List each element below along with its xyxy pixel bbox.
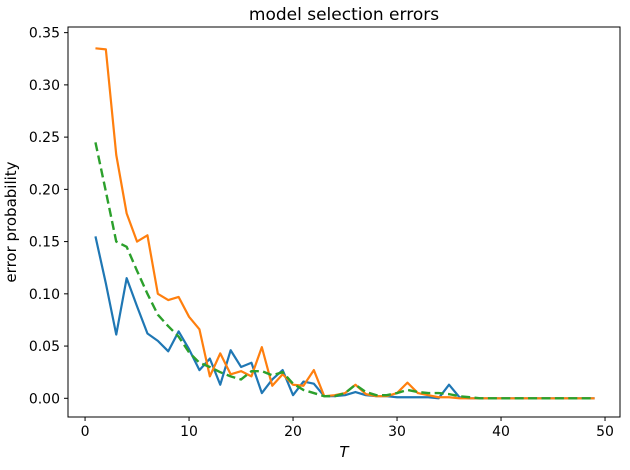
series-1-blue bbox=[94, 236, 595, 400]
x-axis-label: T bbox=[339, 443, 350, 461]
y-tick-label: 0.00 bbox=[29, 391, 60, 407]
y-tick-label: 0.05 bbox=[29, 339, 60, 355]
plot-dynamic-layer: 0 10 20 30 40 50 0.00 0.05 0.10 0.15 0.20 0.25 0.30 0… bbox=[29, 26, 614, 440]
x-tick-label: 10 bbox=[180, 424, 198, 440]
y-tick-label: 0.10 bbox=[29, 287, 60, 303]
x-tick-label: 20 bbox=[284, 424, 302, 440]
y-tick-label: 0.35 bbox=[29, 26, 60, 42]
x-tick-label: 30 bbox=[388, 424, 406, 440]
y-tick-label: 0.25 bbox=[29, 130, 60, 146]
y-tick-label: 0.20 bbox=[29, 182, 60, 198]
chart-title: model selection errors bbox=[249, 5, 439, 25]
y-tick-label: 0.15 bbox=[29, 235, 60, 251]
y-tick-label: 0.30 bbox=[29, 78, 60, 94]
x-tick-label: 0 bbox=[81, 424, 90, 440]
axes-spines bbox=[67, 26, 621, 418]
series-2-orange bbox=[95, 47, 595, 400]
series-3-green-dashed bbox=[94, 142, 595, 400]
x-tick-label: 40 bbox=[492, 424, 510, 440]
y-axis-label: error probability bbox=[2, 161, 20, 282]
x-tick-label: 50 bbox=[596, 424, 614, 440]
